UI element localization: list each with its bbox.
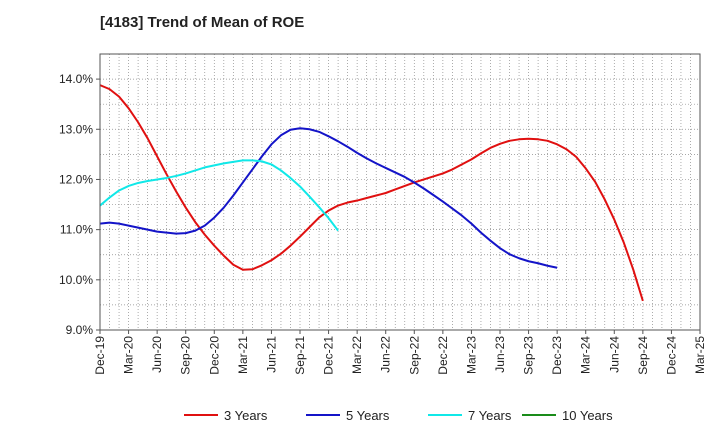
grid [100, 54, 700, 330]
axes: 9.0% 10.0% 11.0% 12.0% 13.0% 14.0% Dec-19 Mar-2… [59, 53, 707, 375]
legend-label: 10 Years [562, 408, 613, 423]
x-tick-label: Mar-22 [350, 336, 364, 374]
chart-title: [4183] Trend of Mean of ROE [100, 14, 305, 31]
legend-label: 7 Years [468, 408, 512, 423]
x-tick-label: Sep-22 [407, 336, 421, 375]
series-line-2 [99, 127, 558, 269]
legend-label: 5 Years [346, 408, 390, 423]
x-tick-label: Dec-23 [550, 336, 564, 375]
x-tick-label: Sep-23 [522, 336, 536, 375]
x-tick-label: Mar-20 [122, 336, 136, 374]
x-tick-label: Sep-20 [179, 336, 193, 375]
x-tick-label: Mar-23 [464, 336, 478, 374]
y-tick-label: 9.0% [66, 323, 94, 337]
x-tick-label: Dec-19 [93, 336, 107, 375]
x-tick-label: Jun-21 [264, 336, 278, 373]
x-tick-label: Jun-20 [150, 336, 164, 373]
x-tick-label: Mar-21 [236, 336, 250, 374]
x-tick-label: Dec-22 [436, 336, 450, 375]
x-tick-label: Jun-24 [607, 336, 621, 373]
series-lines [99, 84, 644, 302]
x-tick-label: Jun-22 [379, 336, 393, 373]
y-tick-label: 11.0% [60, 223, 93, 237]
legend: 3 Years 5 Years 7 Years 10 Years [184, 408, 613, 423]
x-tick-label: Dec-20 [207, 336, 221, 375]
x-tick-label: Jun-23 [493, 336, 507, 373]
y-tick-label: 14.0% [59, 72, 93, 86]
x-tick-label: Sep-24 [636, 336, 650, 375]
x-tick-label: Mar-24 [579, 336, 593, 374]
y-tick-label: 10.0% [59, 273, 93, 287]
y-tick-label: 12.0% [59, 172, 93, 186]
x-tick-label: Dec-21 [322, 336, 336, 375]
x-tick-label: Sep-21 [293, 336, 307, 375]
series-line-1 [99, 84, 644, 302]
legend-label: 3 Years [224, 408, 268, 423]
series-line-3 [99, 159, 339, 232]
x-tick-label: Dec-24 [664, 336, 678, 375]
plot-frame [99, 53, 701, 331]
y-tick-label: 13.0% [59, 122, 93, 136]
x-tick-label: Mar-25 [693, 336, 707, 374]
